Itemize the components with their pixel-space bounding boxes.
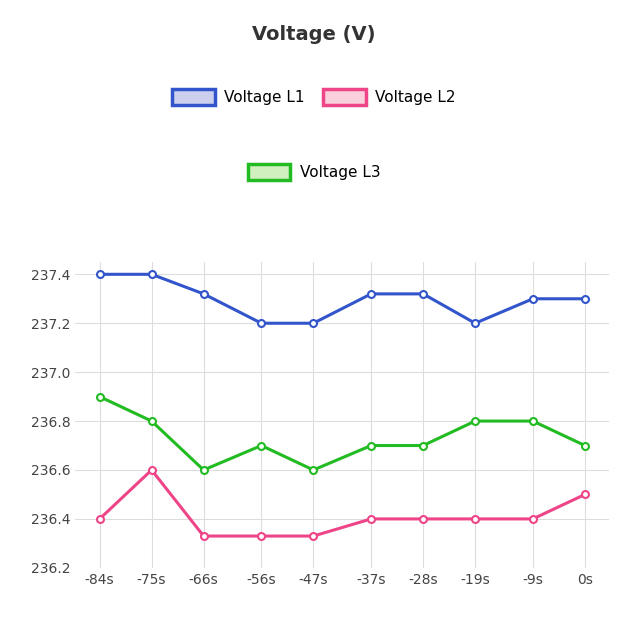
- Legend: Voltage L1, Voltage L2: Voltage L1, Voltage L2: [166, 82, 462, 112]
- Legend: Voltage L3: Voltage L3: [242, 157, 386, 187]
- Text: Voltage (V): Voltage (V): [252, 25, 376, 44]
